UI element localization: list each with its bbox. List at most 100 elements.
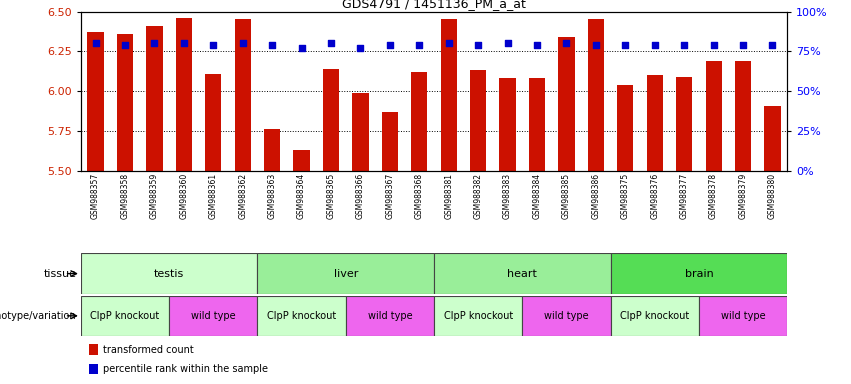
Text: tissue: tissue (43, 268, 77, 279)
Point (560, 40, 574, 46)
Text: GSM988358: GSM988358 (121, 173, 129, 219)
Text: GSM988381: GSM988381 (444, 173, 454, 219)
Text: ClpP knockout: ClpP knockout (443, 311, 513, 321)
Text: GSM988359: GSM988359 (150, 173, 159, 219)
Point (413, 42, 426, 48)
Point (736, 42, 750, 48)
Bar (610, 253, 787, 294)
Point (677, 42, 691, 48)
Bar (647, 75, 663, 171)
Point (383, 42, 397, 48)
Text: GSM988382: GSM988382 (474, 173, 483, 219)
Bar (764, 106, 780, 171)
Text: GSM988363: GSM988363 (268, 173, 277, 219)
Text: GSM988360: GSM988360 (180, 173, 188, 219)
Bar (81, 253, 257, 294)
Bar (470, 71, 486, 171)
Text: GSM988362: GSM988362 (238, 173, 247, 219)
Text: ClpP knockout: ClpP knockout (90, 311, 160, 321)
Title: GDS4791 / 1451136_PM_a_at: GDS4791 / 1451136_PM_a_at (342, 0, 526, 10)
Text: genotype/variation: genotype/variation (0, 311, 77, 321)
Text: GSM988379: GSM988379 (739, 173, 747, 219)
Bar (257, 253, 434, 294)
Bar (441, 20, 457, 171)
Bar (117, 34, 133, 171)
Point (442, 40, 455, 46)
Text: brain: brain (684, 268, 713, 279)
Bar (434, 253, 610, 294)
Bar (352, 93, 368, 171)
Point (89, 40, 102, 46)
Bar (264, 129, 280, 171)
Point (500, 40, 514, 46)
Point (648, 42, 661, 48)
Text: ClpP knockout: ClpP knockout (267, 311, 336, 321)
Point (266, 42, 279, 48)
Point (766, 42, 780, 48)
Bar (235, 20, 251, 171)
Text: GSM988380: GSM988380 (768, 173, 777, 219)
Text: GSM988385: GSM988385 (562, 173, 571, 219)
Text: percentile rank within the sample: percentile rank within the sample (103, 364, 268, 374)
Text: wild type: wild type (191, 311, 236, 321)
Point (177, 40, 191, 46)
Text: GSM988383: GSM988383 (503, 173, 512, 219)
Text: GSM988375: GSM988375 (621, 173, 630, 219)
Text: wild type: wild type (544, 311, 589, 321)
Text: GSM988361: GSM988361 (208, 173, 218, 219)
Point (619, 42, 632, 48)
Bar (699, 296, 787, 336)
Text: GSM988377: GSM988377 (680, 173, 688, 219)
Point (207, 42, 220, 48)
Point (354, 45, 368, 51)
Text: GSM988367: GSM988367 (386, 173, 394, 219)
Text: wild type: wild type (721, 311, 765, 321)
Bar (558, 37, 574, 171)
Text: GSM988366: GSM988366 (356, 173, 365, 219)
Bar (500, 78, 516, 171)
Text: GSM988378: GSM988378 (709, 173, 718, 219)
Bar (176, 18, 192, 171)
Bar (294, 150, 310, 171)
Bar (81, 296, 169, 336)
Bar (382, 112, 398, 171)
Bar (610, 296, 699, 336)
Text: ClpP knockout: ClpP knockout (620, 311, 689, 321)
Text: GSM988365: GSM988365 (327, 173, 335, 219)
Point (118, 42, 132, 48)
Bar (346, 296, 434, 336)
Text: GSM988386: GSM988386 (591, 173, 600, 219)
Text: GSM988357: GSM988357 (91, 173, 100, 219)
Bar (434, 296, 523, 336)
Text: GSM988368: GSM988368 (414, 173, 424, 219)
Text: liver: liver (334, 268, 358, 279)
Point (294, 45, 308, 51)
Text: testis: testis (154, 268, 185, 279)
Bar (323, 69, 339, 171)
Point (147, 40, 161, 46)
Point (471, 42, 485, 48)
Point (530, 42, 544, 48)
Text: transformed count: transformed count (103, 345, 194, 355)
Bar (705, 61, 722, 171)
Bar (146, 26, 163, 171)
Bar (411, 72, 427, 171)
Text: heart: heart (507, 268, 537, 279)
Point (236, 40, 249, 46)
Bar (617, 85, 633, 171)
Text: wild type: wild type (368, 311, 412, 321)
Bar (529, 78, 545, 171)
Text: GSM988376: GSM988376 (650, 173, 660, 219)
Bar (88, 32, 104, 171)
Bar (169, 296, 257, 336)
Bar (257, 296, 346, 336)
Text: GSM988364: GSM988364 (297, 173, 306, 219)
Bar (205, 74, 221, 171)
Bar (676, 77, 692, 171)
Point (324, 40, 338, 46)
Bar (523, 296, 610, 336)
Text: GSM988384: GSM988384 (533, 173, 541, 219)
Point (589, 42, 603, 48)
Bar (588, 20, 604, 171)
Point (707, 42, 721, 48)
